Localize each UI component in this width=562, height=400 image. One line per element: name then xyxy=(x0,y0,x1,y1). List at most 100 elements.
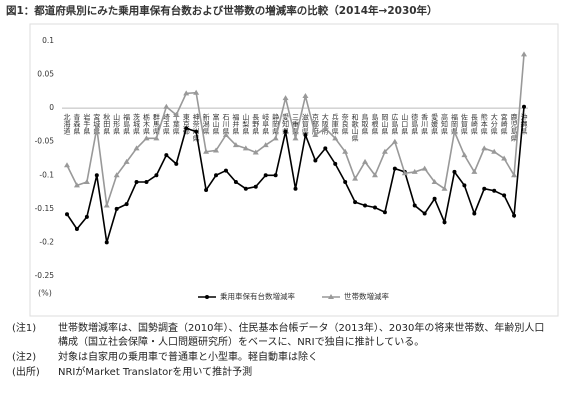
marker xyxy=(64,162,70,168)
x-tick-label: 神奈川県 xyxy=(192,112,200,142)
marker xyxy=(242,145,249,151)
marker xyxy=(521,51,527,57)
legend-label: 世帯数増減率 xyxy=(344,291,389,301)
x-tick-label: 山形県 xyxy=(113,112,121,135)
x-tick-label: 秋田県 xyxy=(103,112,111,135)
marker xyxy=(114,206,119,211)
x-tick-label: 大分県 xyxy=(490,112,498,135)
marker xyxy=(74,227,79,231)
marker xyxy=(273,173,278,178)
marker xyxy=(392,166,397,171)
marker xyxy=(421,165,428,171)
marker xyxy=(411,168,418,174)
y-tick-label: -0.1 xyxy=(39,170,54,179)
x-tick-label: 宮城県 xyxy=(93,112,101,135)
marker xyxy=(313,158,318,163)
x-tick-label: 岐阜県 xyxy=(262,112,270,135)
marker xyxy=(501,155,508,161)
marker xyxy=(283,129,288,134)
marker xyxy=(342,148,349,154)
x-tick-label: 石川県 xyxy=(222,113,230,135)
marker xyxy=(472,211,477,216)
marker xyxy=(103,202,110,208)
marker xyxy=(193,89,200,95)
marker xyxy=(422,211,427,216)
marker xyxy=(124,202,129,207)
marker xyxy=(381,148,388,154)
y-tick-label: -0.05 xyxy=(35,137,55,146)
x-tick-label: 山梨県 xyxy=(242,112,250,135)
y-tick-label: -0.25 xyxy=(35,271,55,280)
x-tick-label: 埼玉県 xyxy=(162,112,170,135)
note-label: (注2) xyxy=(12,352,37,363)
x-tick-label: 静岡県 xyxy=(272,112,280,135)
x-tick-label: 香川県 xyxy=(421,112,429,135)
marker xyxy=(163,103,170,109)
x-tick-label: 東京都 xyxy=(182,112,190,135)
marker xyxy=(372,205,377,210)
x-tick-label: 山口県 xyxy=(401,112,409,135)
marker xyxy=(84,214,89,219)
x-tick-label: 奈良県 xyxy=(341,112,349,135)
marker xyxy=(352,175,359,181)
marker xyxy=(104,240,109,245)
marker xyxy=(328,294,334,299)
marker xyxy=(73,182,80,188)
x-tick-label: 宮崎県 xyxy=(500,112,508,135)
y-unit: (%) xyxy=(38,289,52,298)
x-tick-label: 愛媛県 xyxy=(431,112,439,135)
marker xyxy=(174,161,179,166)
legend-label: 乗用車保有台数増減率 xyxy=(220,291,295,301)
note: (出所) NRIがMarket Translatorを用いて推計予測 xyxy=(0,366,562,380)
note-text: NRIがMarket Translatorを用いて推計予測 xyxy=(58,367,253,378)
x-tick-label: 長野県 xyxy=(252,113,260,135)
marker xyxy=(203,148,210,154)
marker xyxy=(462,183,467,188)
x-tick-label: 栃木県 xyxy=(142,112,150,135)
chart-title: 図1：都道府県別にみた乗用車保有台数および世帯数の増減率の比較（2014年→20… xyxy=(6,4,438,17)
marker xyxy=(412,203,417,208)
marker xyxy=(243,186,248,191)
x-tick-label: 鳥取県 xyxy=(361,112,369,135)
marker xyxy=(233,180,238,184)
y-tick-label: 0.1 xyxy=(42,36,54,45)
marker xyxy=(94,173,99,178)
marker xyxy=(391,138,398,144)
marker xyxy=(492,188,497,193)
marker xyxy=(194,129,199,134)
marker xyxy=(292,135,299,141)
marker xyxy=(432,196,437,201)
x-tick-label: 岩手県 xyxy=(83,112,91,135)
marker xyxy=(502,193,507,198)
marker xyxy=(183,90,190,96)
marker xyxy=(303,133,308,137)
x-tick-label: 群馬県 xyxy=(152,112,160,135)
marker xyxy=(323,146,328,151)
chart-frame xyxy=(29,23,559,317)
marker xyxy=(461,152,468,158)
marker xyxy=(143,135,150,141)
marker xyxy=(343,180,348,184)
x-tick-label: 島根県 xyxy=(371,112,379,135)
x-tick-label: 新潟県 xyxy=(202,112,210,135)
marker xyxy=(442,220,447,225)
marker xyxy=(184,126,189,131)
x-tick-label: 福島県 xyxy=(123,112,131,135)
x-tick-label: 兵庫県 xyxy=(331,112,339,135)
marker xyxy=(113,172,120,178)
marker xyxy=(164,153,169,158)
marker xyxy=(83,179,90,184)
note-label: (出所) xyxy=(12,367,40,378)
x-tick-label: 青森県 xyxy=(73,112,81,135)
x-tick-label: 高知県 xyxy=(441,112,449,135)
y-tick-label: -0.2 xyxy=(39,237,54,246)
marker xyxy=(451,128,458,134)
marker xyxy=(154,173,159,178)
x-tick-label: 千葉県 xyxy=(172,112,180,135)
y-tick-label: 0 xyxy=(49,103,54,112)
marker xyxy=(223,168,228,173)
x-tick-label: 福井県 xyxy=(232,112,240,135)
marker xyxy=(452,169,457,174)
marker xyxy=(123,158,130,164)
